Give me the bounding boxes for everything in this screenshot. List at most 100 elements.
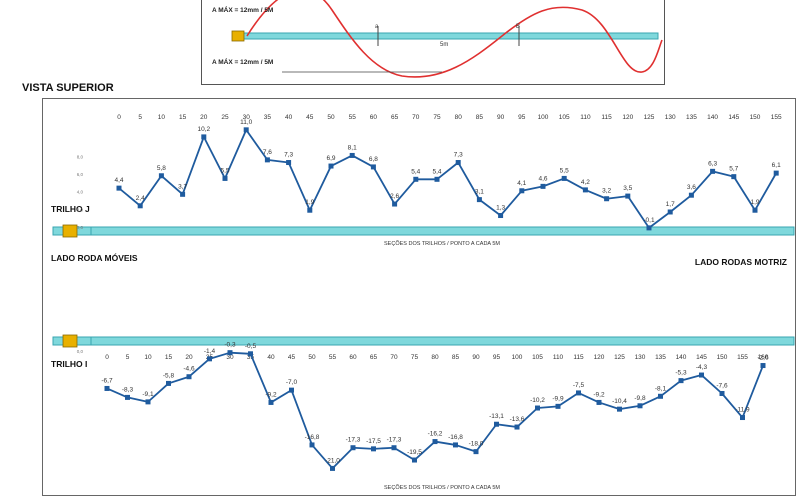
trilho-j-series-line — [118, 128, 777, 229]
trilho-j-data-label: 7,3 — [454, 152, 463, 159]
trilho-i-data-label: -17,3 — [346, 437, 361, 444]
trilho-j-data-point — [710, 168, 716, 174]
trilho-j-tick-label: 120 — [622, 114, 633, 121]
trilho-j-tick-label: 90 — [497, 114, 505, 121]
trilho-i-tick-label: 105 — [532, 354, 543, 361]
trilho-i-data-point — [268, 399, 274, 405]
trilho-i-data-label: -8,1 — [655, 385, 667, 392]
trilho-j-data-point — [476, 197, 482, 203]
trilho-j-data-label: 6,8 — [369, 156, 378, 163]
trilho-i-data-point — [248, 351, 253, 357]
trilho-i-data-label: -17,5 — [366, 438, 381, 445]
trilho-i-tick-label: 145 — [696, 354, 707, 361]
trilho-j-tick-label: 25 — [221, 114, 229, 121]
trilho-j-y-tick-label: 8,0 — [77, 154, 84, 159]
trilho-j-data-point — [455, 160, 461, 166]
trilho-j-tick-label: 130 — [665, 114, 676, 121]
trilho-i-data-label: -21,0 — [325, 457, 340, 464]
trilho-i-data-label: -9,2 — [265, 391, 277, 398]
trilho-j-data-label: -0,1 — [643, 217, 655, 224]
trilho-i-tick-label: 15 — [165, 354, 173, 361]
trilho-i-data-point — [309, 442, 315, 448]
trilho-j-data-label: 1,3 — [496, 205, 505, 212]
trilho-j-data-point — [413, 176, 419, 182]
trilho-i-data-point — [535, 405, 540, 411]
rail-i-bar — [87, 336, 795, 346]
trilho-i-data-label: -4,6 — [183, 366, 195, 373]
trilho-j-tick-label: 105 — [559, 114, 570, 121]
trilho-j-tick-label: 10 — [158, 114, 166, 121]
trilho-j-tick-label: 0 — [117, 114, 121, 121]
point-b-label: B — [516, 24, 520, 30]
trilho-j-tick-label: 155 — [771, 114, 782, 121]
trilho-i-tick-label: 120 — [594, 354, 605, 361]
rail-j-band — [52, 224, 795, 238]
trilho-j-data-label: 3,7 — [178, 183, 187, 190]
trilho-i-tick-label: 35 — [247, 354, 255, 361]
trilho-i-tick-label: 45 — [288, 354, 296, 361]
trilho-i-tick-label: 70 — [390, 354, 398, 361]
trilho-j-tick-label: 55 — [349, 114, 357, 121]
trilho-j-data-point — [222, 175, 228, 181]
trilho-i-data-label: -9,1 — [142, 391, 154, 398]
trilho-j-data-point — [180, 191, 186, 197]
trilho-j-data-label: 7,6 — [263, 149, 272, 156]
trilho-i-data-point — [145, 399, 151, 405]
trilho-j-data-point — [519, 188, 525, 194]
trilho-j-data-label: 5,4 — [411, 168, 420, 175]
trilho-i-data-point — [473, 449, 479, 455]
trilho-i-data-point — [678, 378, 684, 384]
trilho-i-data-label: -11,9 — [735, 407, 750, 414]
rail-i-coupling-icon — [62, 334, 78, 348]
trilho-i-data-label: -18,0 — [469, 441, 484, 448]
trilho-j-data-label: 4,4 — [114, 177, 123, 184]
trilho-j-tick-label: 70 — [412, 114, 420, 121]
trilho-i-data-label: -1,4 — [204, 348, 216, 355]
trilho-i-data-label: -16,8 — [448, 434, 463, 441]
trilho-j-data-label: 8,1 — [348, 144, 357, 151]
max-amplitude-bottom: A MÁX = 12mm / 5M — [212, 57, 273, 66]
trilho-i-tick-label: 65 — [370, 354, 378, 361]
trilho-j-tick-label: 135 — [686, 114, 697, 121]
trilho-j-data-label: 5,4 — [432, 168, 441, 175]
chart-trilho-j: 0 5 10 15 20 25 30 35 40 45 50 55 60 65 70 75 80 85 90 95 10… — [77, 114, 782, 231]
trilho-j-data-label: 6,9 — [326, 155, 335, 162]
xlabel-trilho-j: SEÇÕES DOS TRILHOS / PONTO A CADA 5M — [384, 240, 500, 247]
trilho-i-data-point — [166, 380, 171, 386]
trilho-i-data-point — [432, 439, 438, 445]
right-side-label: LADO RODAS MOTRIZ — [695, 257, 787, 267]
trilho-i-data-point — [760, 363, 766, 369]
trilho-i-tick-label: 90 — [472, 354, 480, 361]
trilho-i-data-point — [104, 385, 110, 391]
top-schematic: a B 5m A MÁX = 12mm / 5M A MÁX = 12mm / … — [201, 0, 665, 85]
trilho-i-series-line — [106, 351, 764, 470]
trilho-j-tick-label: 20 — [200, 114, 208, 121]
trilho-i-tick-label: 155 — [737, 354, 748, 361]
trilho-j-data-label: 5,8 — [157, 165, 166, 172]
trilho-j-tick-label: 110 — [580, 114, 591, 121]
trilho-j-data-label: 2,6 — [390, 193, 399, 200]
trilho-j-tick-label: 145 — [728, 114, 739, 121]
trilho-j-data-point — [646, 225, 652, 231]
trilho-i-data-label: -16,8 — [305, 434, 320, 441]
trilho-j-data-label: 5,7 — [729, 166, 738, 173]
trilho-j-data-point — [434, 176, 440, 182]
trilho-i-data-label: -13,1 — [489, 413, 504, 420]
trilho-j-data-point — [116, 185, 122, 191]
trilho-j-data-label: 5,5 — [560, 167, 569, 174]
trilho-i-data-point — [453, 442, 458, 448]
trilho-j-data-label: 6,3 — [708, 160, 717, 167]
trilho-j-tick-label: 115 — [601, 114, 612, 121]
trilho-j-data-point — [137, 203, 143, 209]
trilho-j-data-point — [688, 192, 694, 198]
trilho-j-data-label: 2,4 — [136, 195, 145, 202]
trilho-i-data-label: -10,4 — [612, 398, 627, 405]
trilho-j-data-label: 4,6 — [538, 175, 547, 182]
trilho-j-data-point — [752, 207, 758, 213]
trilho-i-data-point — [576, 390, 581, 396]
trilho-i-tick-label: 10 — [144, 354, 152, 361]
trilho-j-data-point — [561, 175, 567, 181]
trilho-i-tick-label: 130 — [635, 354, 646, 361]
trilho-i-data-label: -9,2 — [593, 391, 605, 398]
trilho-j-data-label: 11,0 — [240, 119, 253, 126]
